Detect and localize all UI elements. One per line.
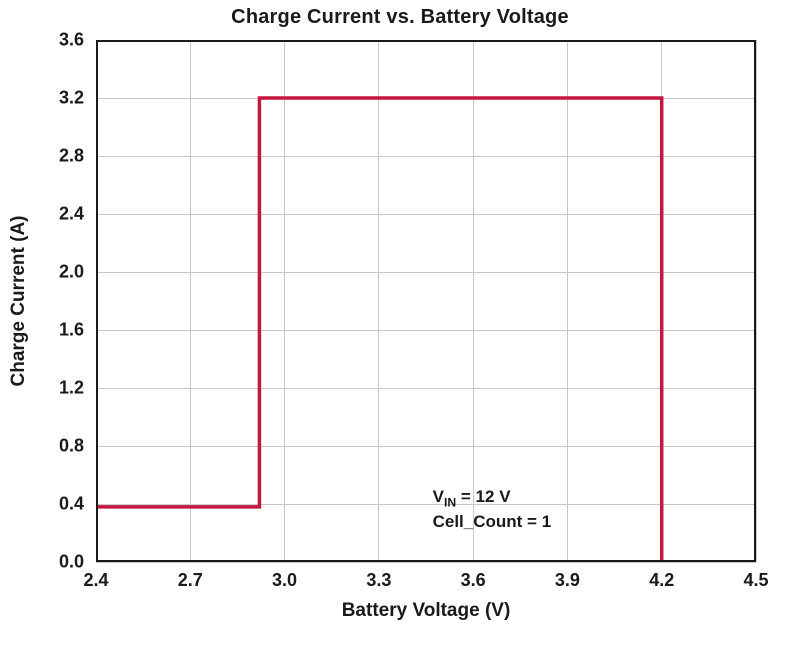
y-tick-label: 3.2	[42, 88, 84, 109]
chart-container: Charge Current vs. Battery Voltage VIN =…	[0, 0, 800, 665]
chart-annotation: VIN = 12 V Cell_Count = 1	[433, 486, 552, 534]
x-tick-label: 3.6	[461, 570, 486, 591]
y-tick-label: 2.8	[42, 146, 84, 167]
y-tick-label: 0.4	[42, 494, 84, 515]
y-tick-label: 1.2	[42, 378, 84, 399]
plot-area: VIN = 12 V Cell_Count = 1	[96, 40, 756, 562]
annotation-line-cellcount: Cell_Count = 1	[433, 511, 552, 534]
data-series-layer	[96, 40, 756, 562]
x-axis-label: Battery Voltage (V)	[342, 600, 511, 622]
annotation-line-vin: VIN = 12 V	[433, 486, 552, 511]
y-tick-label: 0.8	[42, 436, 84, 457]
y-tick-label: 2.0	[42, 262, 84, 283]
y-tick-label: 0.0	[42, 552, 84, 573]
x-tick-label: 3.9	[555, 570, 580, 591]
x-tick-label: 2.7	[178, 570, 203, 591]
chart-title: Charge Current vs. Battery Voltage	[0, 6, 800, 29]
x-tick-label: 4.5	[743, 570, 768, 591]
y-tick-label: 1.6	[42, 320, 84, 341]
x-tick-label: 4.2	[649, 570, 674, 591]
x-tick-label: 3.0	[272, 570, 297, 591]
x-tick-label: 3.3	[366, 570, 391, 591]
series-charge-current	[96, 98, 662, 562]
y-tick-label: 3.6	[42, 30, 84, 51]
y-axis-label: Charge Current (A)	[8, 215, 30, 386]
y-tick-label: 2.4	[42, 204, 84, 225]
x-tick-label: 2.4	[83, 570, 108, 591]
